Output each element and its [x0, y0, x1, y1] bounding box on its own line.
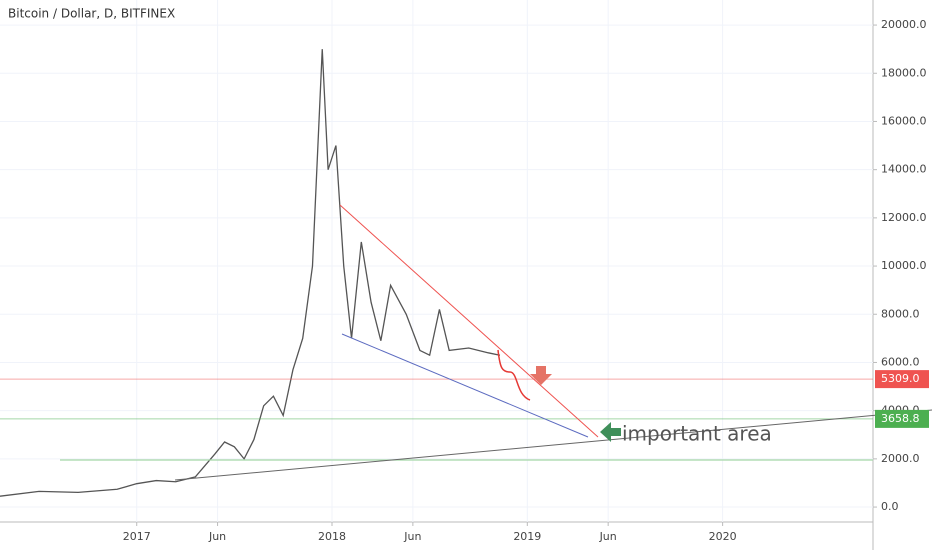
x-tick-label: 2018 — [318, 530, 346, 543]
x-tick-label: Jun — [599, 530, 617, 543]
left-arrow — [600, 422, 621, 442]
price-label: 3658.8 — [881, 412, 920, 425]
chart-title: Bitcoin / Dollar, D, BITFINEX — [8, 7, 175, 21]
price-label-box — [875, 370, 929, 389]
trend-line — [174, 409, 932, 481]
y-tick-label: 6000.0 — [881, 355, 920, 368]
y-tick-label: 18000.0 — [881, 66, 927, 79]
y-tick-label: 12000.0 — [881, 211, 927, 224]
x-tick-label: Jun — [208, 530, 226, 543]
wedge-line — [341, 333, 589, 438]
y-tick-label: 16000.0 — [881, 114, 927, 127]
resistance-line — [339, 204, 599, 438]
x-tick-label: 2019 — [513, 530, 541, 543]
x-tick-label: 2017 — [123, 530, 151, 543]
price-line — [0, 49, 501, 497]
plot — [0, 0, 873, 522]
down-arrow — [530, 366, 552, 385]
price-label-box — [875, 409, 929, 428]
y-tick-label: 8000.0 — [881, 307, 920, 320]
y-tick-label: 14000.0 — [881, 163, 927, 176]
y-tick-label: 10000.0 — [881, 259, 927, 272]
y-tick-label: 20000.0 — [881, 18, 927, 31]
price-label: 5309.0 — [881, 372, 920, 385]
forecast-path — [497, 349, 531, 401]
x-tick-label: Jun — [403, 530, 421, 543]
y-tick-label: 0.0 — [881, 500, 899, 513]
x-tick-label: 2020 — [709, 530, 737, 543]
y-tick-label: 2000.0 — [881, 452, 920, 465]
annotation: important area — [622, 422, 772, 446]
